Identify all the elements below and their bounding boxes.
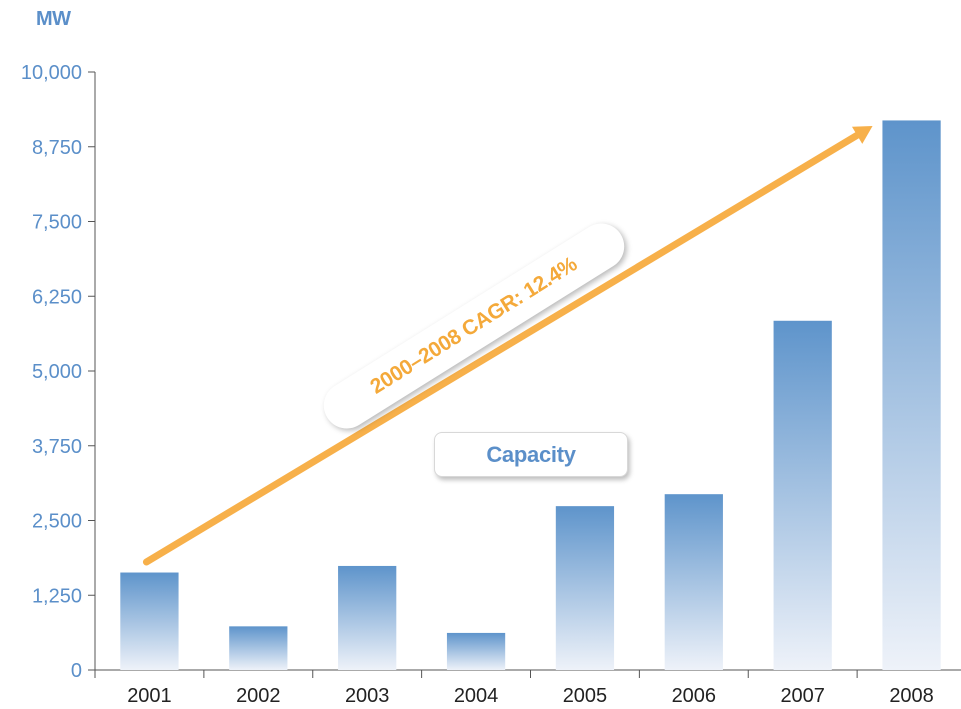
legend-label-capacity: Capacity (486, 441, 576, 467)
y-axis-unit-label: MW (36, 8, 71, 30)
y-tick-label: 8,750 (32, 137, 82, 159)
x-tick-label: 2004 (454, 685, 499, 707)
x-tick-label: 2002 (236, 685, 281, 707)
x-tick-label: 2007 (780, 685, 825, 707)
trend-arrow (142, 126, 873, 566)
y-tick-label: 6,250 (32, 286, 82, 308)
bar-2003 (338, 565, 397, 670)
trend-arrow-head (851, 126, 873, 144)
x-tick-label: 2005 (563, 685, 608, 707)
trend-arrow-shaft (142, 131, 861, 566)
y-tick-label: 3,750 (32, 436, 82, 458)
x-tick-label: 2001 (127, 685, 172, 707)
x-tick-label: 2003 (345, 685, 390, 707)
y-tick-label: 0 (71, 660, 82, 682)
legend: Capacity (434, 432, 628, 477)
y-tick-label: 1,250 (32, 585, 82, 607)
y-tick-label: 7,500 (32, 212, 82, 234)
bar-2007 (773, 320, 832, 670)
x-tick-label: 2008 (889, 685, 934, 707)
bar-2005 (555, 506, 615, 670)
y-tick-label: 10,000 (21, 62, 82, 84)
bars (120, 120, 941, 671)
y-tick-label: 5,000 (32, 361, 82, 383)
bar-2004 (446, 632, 506, 670)
bar-2008 (882, 120, 941, 671)
x-tick-label: 2006 (672, 685, 717, 707)
x-axis: 2001 2002 2003 2004 2005 2006 2007 2008 (94, 669, 961, 707)
bar-2002 (229, 626, 288, 670)
y-tick-label: 2,500 (32, 511, 82, 533)
bar-2001 (120, 572, 179, 670)
bar-2006 (664, 494, 723, 670)
y-axis: 0 1,250 2,500 3,750 5,000 6,250 7,500 8,750 10,0… (21, 62, 96, 682)
